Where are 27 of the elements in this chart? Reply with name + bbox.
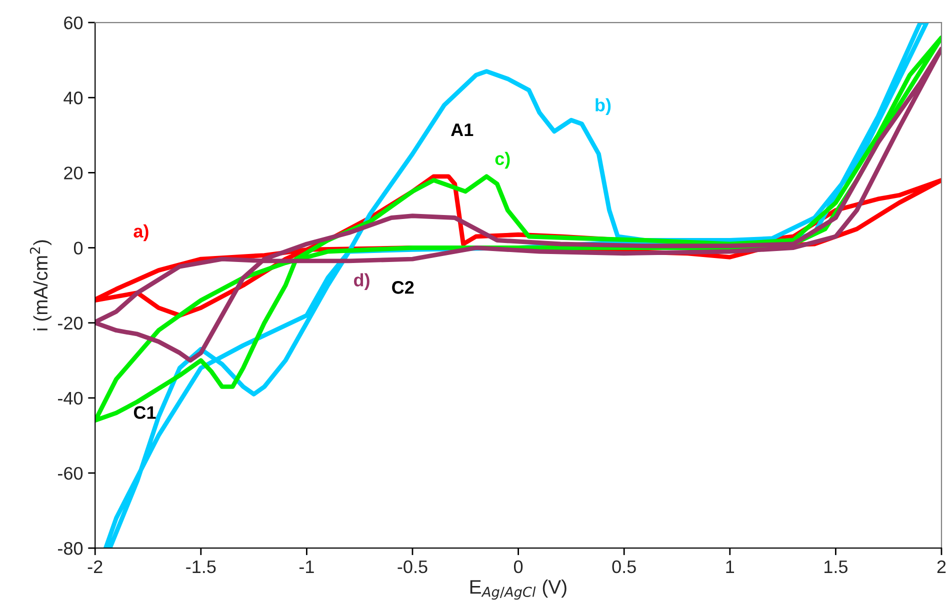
x-tick-label: -2 [88, 560, 102, 573]
series-label: c) [495, 152, 510, 169]
x-tick-label: -1 [299, 560, 314, 573]
x-tick-label: 1 [726, 560, 734, 573]
series-label: d) [354, 273, 370, 290]
y-tick-label: 40 [64, 92, 83, 104]
y-tick-label: -60 [58, 466, 83, 480]
y-tick-label: 60 [64, 16, 83, 30]
annotation: A1 [451, 124, 474, 136]
line-series [95, 46, 942, 363]
x-tick-label: 0 [514, 560, 523, 574]
x-tick-label: -1.5 [186, 560, 216, 574]
series-label: a) [134, 224, 148, 242]
y-axis-title: i (mA/cm$^{2}$) [30, 240, 52, 330]
x-tick-label: 0.5 [612, 560, 636, 574]
x-tick-label: 2 [937, 560, 946, 573]
y-tick-label: 20 [64, 166, 83, 180]
annotation: C2 [392, 281, 414, 294]
annotation: C1 [134, 406, 156, 419]
y-tick-label: -20 [58, 316, 83, 330]
x-tick-label: -0.5 [398, 560, 428, 574]
x-axis-title: E$_{Ag/AgCl}$ (V) [470, 580, 566, 600]
series-label: b) [596, 98, 611, 116]
x-tick-label: 1.5 [824, 560, 848, 574]
y-tick-label: 0 [74, 242, 83, 254]
y-tick-label: -40 [58, 392, 83, 405]
y-tick-label: -80 [58, 542, 83, 555]
